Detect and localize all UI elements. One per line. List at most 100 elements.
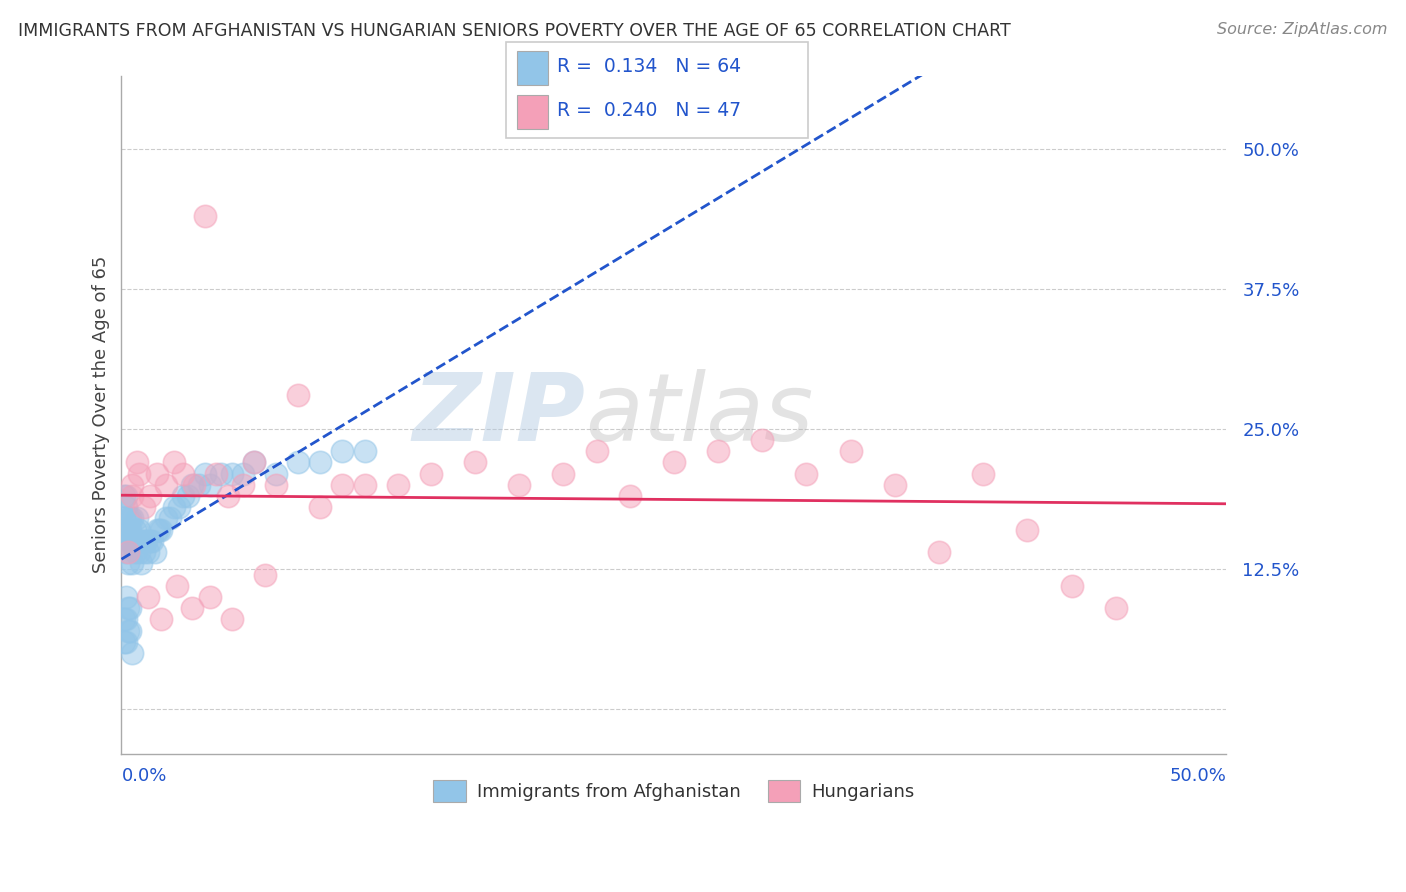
Point: [115, 545, 138, 559]
Point: [112, 511, 135, 525]
Point: [387, 478, 409, 492]
Point: [796, 467, 818, 481]
Point: [309, 455, 332, 469]
Point: [146, 467, 169, 481]
Point: [146, 523, 169, 537]
Point: [117, 523, 139, 537]
Text: ZIP: ZIP: [412, 368, 585, 461]
Point: [155, 478, 177, 492]
Text: IMMIGRANTS FROM AFGHANISTAN VS HUNGARIAN SENIORS POVERTY OVER THE AGE OF 65 CORR: IMMIGRANTS FROM AFGHANISTAN VS HUNGARIAN…: [18, 22, 1011, 40]
Point: [143, 545, 166, 559]
Point: [751, 433, 773, 447]
Text: atlas: atlas: [585, 369, 814, 460]
Point: [141, 533, 163, 548]
Point: [508, 478, 530, 492]
Point: [163, 455, 186, 469]
Text: 50.0%: 50.0%: [1170, 767, 1226, 785]
Point: [187, 478, 209, 492]
Point: [205, 467, 228, 481]
Point: [115, 612, 138, 626]
Point: [194, 209, 217, 223]
Point: [332, 444, 354, 458]
Point: [128, 467, 150, 481]
Point: [209, 467, 232, 481]
Point: [117, 601, 139, 615]
Point: [264, 478, 287, 492]
Point: [132, 533, 155, 548]
Point: [120, 533, 142, 548]
Text: R =  0.240   N = 47: R = 0.240 N = 47: [557, 101, 741, 120]
Point: [125, 455, 148, 469]
Point: [139, 489, 162, 503]
Point: [419, 467, 441, 481]
Point: [121, 646, 143, 660]
Point: [217, 489, 239, 503]
Point: [124, 523, 146, 537]
Point: [117, 624, 139, 638]
Point: [707, 444, 730, 458]
Text: 0.0%: 0.0%: [121, 767, 167, 785]
Point: [115, 523, 138, 537]
Point: [287, 455, 309, 469]
Point: [124, 545, 146, 559]
Point: [198, 590, 221, 604]
Point: [1017, 523, 1039, 537]
Point: [115, 634, 138, 648]
Point: [464, 455, 486, 469]
Point: [120, 523, 142, 537]
Point: [125, 533, 148, 548]
Point: [139, 533, 162, 548]
Point: [132, 545, 155, 559]
Point: [232, 467, 254, 481]
Point: [585, 444, 607, 458]
Point: [166, 579, 188, 593]
Legend: Immigrants from Afghanistan, Hungarians: Immigrants from Afghanistan, Hungarians: [426, 772, 921, 809]
Point: [181, 478, 204, 492]
Point: [121, 533, 143, 548]
Point: [132, 500, 155, 515]
Point: [131, 557, 153, 571]
Point: [928, 545, 950, 559]
Point: [112, 489, 135, 503]
Point: [972, 467, 994, 481]
Point: [353, 478, 375, 492]
Point: [1105, 601, 1128, 615]
Point: [163, 500, 186, 515]
Point: [121, 511, 143, 525]
Point: [839, 444, 862, 458]
Point: [117, 545, 139, 559]
Point: [112, 612, 135, 626]
Point: [117, 533, 139, 548]
Point: [148, 523, 170, 537]
Point: [117, 511, 139, 525]
Point: [117, 557, 139, 571]
Point: [183, 478, 205, 492]
Point: [243, 455, 266, 469]
Point: [287, 388, 309, 402]
Point: [264, 467, 287, 481]
Point: [332, 478, 354, 492]
Point: [167, 500, 190, 515]
Point: [1060, 579, 1083, 593]
Point: [181, 601, 204, 615]
Point: [172, 467, 194, 481]
Point: [121, 478, 143, 492]
Point: [221, 612, 243, 626]
Point: [155, 511, 177, 525]
Point: [128, 523, 150, 537]
Y-axis label: Seniors Poverty Over the Age of 65: Seniors Poverty Over the Age of 65: [93, 256, 110, 574]
Point: [135, 533, 157, 548]
Point: [353, 444, 375, 458]
Point: [136, 590, 159, 604]
Point: [662, 455, 685, 469]
Point: [120, 624, 142, 638]
Text: Source: ZipAtlas.com: Source: ZipAtlas.com: [1218, 22, 1388, 37]
Point: [553, 467, 575, 481]
Point: [309, 500, 332, 515]
Point: [125, 511, 148, 525]
Point: [194, 467, 217, 481]
Point: [136, 545, 159, 559]
Point: [221, 467, 243, 481]
Point: [121, 489, 143, 503]
Point: [159, 511, 181, 525]
